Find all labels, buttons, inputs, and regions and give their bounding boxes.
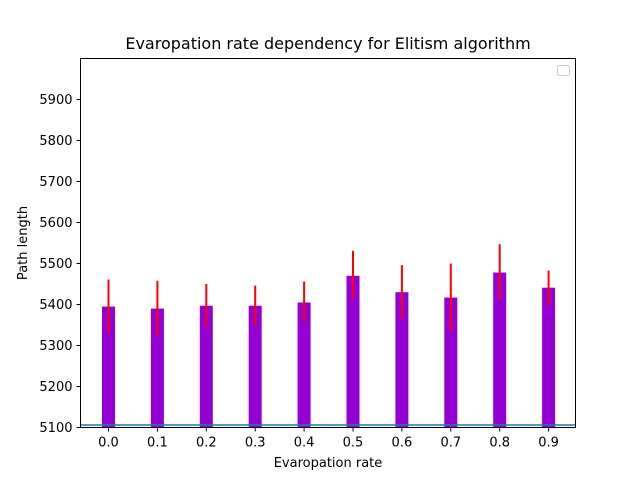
y-tick-label-5300: 5300 xyxy=(39,339,72,354)
y-tick-label-5500: 5500 xyxy=(39,257,72,272)
x-tick-label-0.0: 0.0 xyxy=(98,436,119,451)
bar-0.0 xyxy=(102,306,115,428)
x-axis-label: Evaropation rate xyxy=(274,456,383,471)
x-axis: 0.0 0.1 0.2 0.3 0.4 0.5 0.6 0.7 0.8 0.9 xyxy=(98,427,559,451)
y-tick-label-5900: 5900 xyxy=(39,93,72,108)
x-tick-label-0.1: 0.1 xyxy=(147,436,168,451)
x-tick-label-0.8: 0.8 xyxy=(489,436,510,451)
legend-box xyxy=(557,65,570,76)
bar-0.3 xyxy=(248,305,262,428)
y-tick-label-5800: 5800 xyxy=(39,134,72,149)
x-tick-label-0.2: 0.2 xyxy=(196,436,217,451)
bar-0.5 xyxy=(346,275,360,428)
x-tick-label-0.9: 0.9 xyxy=(538,436,559,451)
y-tick-label-5100: 5100 xyxy=(39,421,72,436)
y-tick-label-5700: 5700 xyxy=(39,175,72,190)
y-axis-label: Path length xyxy=(16,206,31,280)
plot-area xyxy=(80,244,576,428)
bar-0.6 xyxy=(395,292,409,428)
y-tick-label-5200: 5200 xyxy=(39,380,72,395)
bar-0.2 xyxy=(199,305,213,428)
x-tick-label-0.7: 0.7 xyxy=(440,436,461,451)
bar-0.9 xyxy=(542,287,556,428)
bar-0.7 xyxy=(444,297,458,428)
x-tick-label-0.6: 0.6 xyxy=(392,436,413,451)
bar-0.1 xyxy=(150,308,164,428)
bar-0.8 xyxy=(493,272,507,428)
x-tick-label-0.5: 0.5 xyxy=(343,436,364,451)
y-axis: 5100 5200 5300 5400 5500 5600 5700 5800 5900 xyxy=(39,93,81,436)
x-tick-label-0.4: 0.4 xyxy=(294,436,315,451)
plot-frame xyxy=(80,58,576,428)
y-tick-label-5400: 5400 xyxy=(39,298,72,313)
x-tick-label-0.3: 0.3 xyxy=(245,436,266,451)
chart-title: Evaropation rate dependency for Elitism … xyxy=(125,34,530,53)
y-tick-label-5600: 5600 xyxy=(39,216,72,231)
bar-0.4 xyxy=(297,302,311,428)
